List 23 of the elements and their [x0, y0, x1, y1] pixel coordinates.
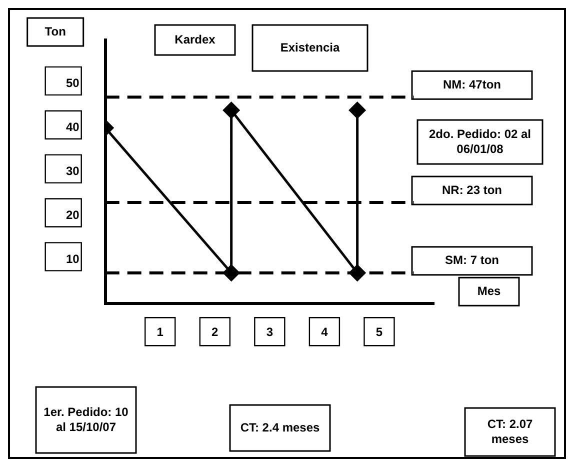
x-tick-label: 3 [266, 325, 274, 340]
x-tick-label: 5 [376, 325, 383, 340]
annotation: Kardex [174, 32, 216, 46]
text: CT: 2.4 meses [240, 420, 320, 434]
point [223, 102, 240, 119]
y-tick-label: 30 [66, 164, 80, 178]
y-tick-label: 20 [66, 208, 80, 222]
x-axis-title: Mes [477, 284, 501, 298]
ref-line-label: NM: 47ton [443, 77, 501, 92]
annotation: 2do. Pedido: 02 al 06/01/08 [428, 126, 532, 156]
y-tick-label: 10 [66, 252, 80, 266]
x-tick-label: 4 [321, 325, 328, 340]
x-tick-label: 2 [212, 325, 219, 340]
text: 1er. Pedido: 10 al 15/10/07 [44, 404, 129, 434]
ref-line-label: NR: 23 ton [442, 182, 502, 197]
y-axis-title: Ton [44, 24, 66, 38]
y-tick-label: 50 [66, 76, 80, 90]
point [349, 102, 366, 119]
x-tick-label: 1 [156, 325, 164, 340]
ref-line-label: SM: 7 ton [445, 253, 499, 268]
text: CT: 2.07 meses [487, 416, 533, 446]
y-tick-label: 40 [66, 120, 80, 134]
annotation: Existencia [280, 40, 340, 54]
